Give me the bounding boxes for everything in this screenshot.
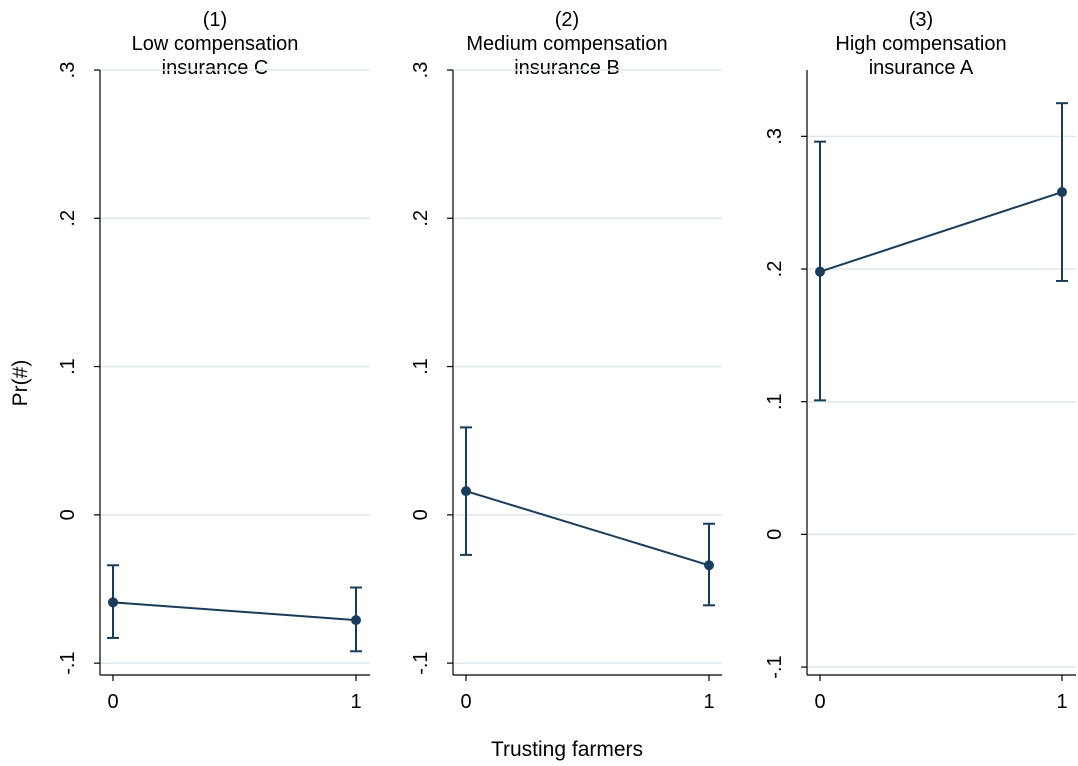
y-tick-label: -.1 <box>410 651 432 674</box>
y-tick-label: 0 <box>57 509 79 520</box>
x-tick-label: 0 <box>107 691 118 713</box>
y-tick-label: -.1 <box>57 651 79 674</box>
x-tick-label: 1 <box>350 691 361 713</box>
y-tick-label: .3 <box>764 128 786 145</box>
x-tick-label: 0 <box>460 691 471 713</box>
x-tick-label: 0 <box>814 691 825 713</box>
y-tick-label: .2 <box>410 210 432 227</box>
x-axis-title: Trusting farmers <box>491 738 643 761</box>
panel-title-line: (3) <box>909 9 933 31</box>
y-tick-label: 0 <box>764 529 786 540</box>
panel-title-line: (1) <box>203 9 227 31</box>
y-tick-label: .2 <box>764 261 786 278</box>
y-tick-label: .1 <box>57 358 79 375</box>
y-tick-label: 0 <box>410 509 432 520</box>
panel-title-line: (2) <box>555 9 579 31</box>
panel-title-line: High compensation <box>835 33 1006 55</box>
x-tick-label: 1 <box>703 691 714 713</box>
panel-title-line: Low compensation <box>132 33 299 55</box>
panel-title-line: insurance A <box>869 57 974 79</box>
x-tick-label: 1 <box>1056 691 1067 713</box>
series-line <box>465 490 710 567</box>
y-tick-label: .1 <box>410 358 432 375</box>
y-tick-label: .1 <box>764 393 786 410</box>
series-line <box>112 601 357 622</box>
y-tick-label: .3 <box>57 62 79 79</box>
y-axis-title: Pr(#) <box>9 360 32 407</box>
y-tick-label: -.1 <box>764 655 786 678</box>
data-point <box>108 597 118 608</box>
data-point <box>815 266 825 277</box>
data-point <box>704 560 714 571</box>
data-point <box>1057 187 1067 198</box>
series-line <box>819 191 1063 273</box>
data-point <box>461 486 471 497</box>
y-tick-label: .2 <box>57 210 79 227</box>
panel-title-line: Medium compensation <box>466 33 667 55</box>
panel-title-line: insurance B <box>514 57 620 79</box>
y-tick-label: .3 <box>410 62 432 79</box>
panel-title-line: insurance C <box>162 57 269 79</box>
data-point <box>351 615 361 626</box>
